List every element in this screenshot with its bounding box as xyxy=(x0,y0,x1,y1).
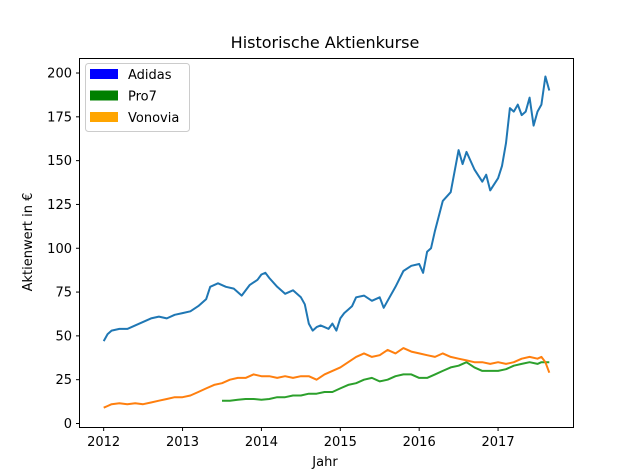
y-tick-label: 0 xyxy=(64,417,72,432)
legend-swatch-adidas xyxy=(90,69,118,79)
y-tick-label: 150 xyxy=(47,154,72,169)
y-tick-label: 125 xyxy=(47,198,72,213)
legend-label-pro7: Pro7 xyxy=(128,90,157,105)
x-tick-label: 2016 xyxy=(403,435,436,450)
y-tick-label: 75 xyxy=(55,286,72,301)
chart-title: Historische Aktienkurse xyxy=(231,33,420,52)
plot-frame xyxy=(79,58,574,428)
axes-layer: 2012 2013 2014 2015 2016 2017 0 25 50 75 100 125 150… xyxy=(47,67,514,450)
y-tick-label: 200 xyxy=(47,67,72,82)
y-axis-title: Aktienwert in € xyxy=(21,193,36,292)
legend-swatch-vonovia xyxy=(90,112,118,122)
y-tick-label: 50 xyxy=(55,329,72,344)
legend-label-vonovia: Vonovia xyxy=(128,111,179,126)
series-line-2 xyxy=(103,347,551,409)
legend-label-adidas: Adidas xyxy=(128,68,172,83)
series-line-1 xyxy=(222,361,550,402)
series-layer xyxy=(102,75,551,409)
y-tick-label: 175 xyxy=(47,110,72,125)
legend: Adidas Pro7 Vonovia xyxy=(85,63,190,132)
x-tick-label: 2014 xyxy=(245,435,278,450)
x-tick-label: 2012 xyxy=(87,435,120,450)
legend-items: Adidas Pro7 Vonovia xyxy=(90,68,179,126)
x-tick-label: 2015 xyxy=(324,435,357,450)
series-line-0 xyxy=(102,75,551,342)
y-tick-label: 100 xyxy=(47,242,72,257)
y-tick-label: 25 xyxy=(55,373,72,388)
x-axis-title: Jahr xyxy=(311,455,338,470)
x-tick-label: 2017 xyxy=(482,435,515,450)
legend-swatch-pro7 xyxy=(90,90,118,101)
x-tick-label: 2013 xyxy=(166,435,199,450)
